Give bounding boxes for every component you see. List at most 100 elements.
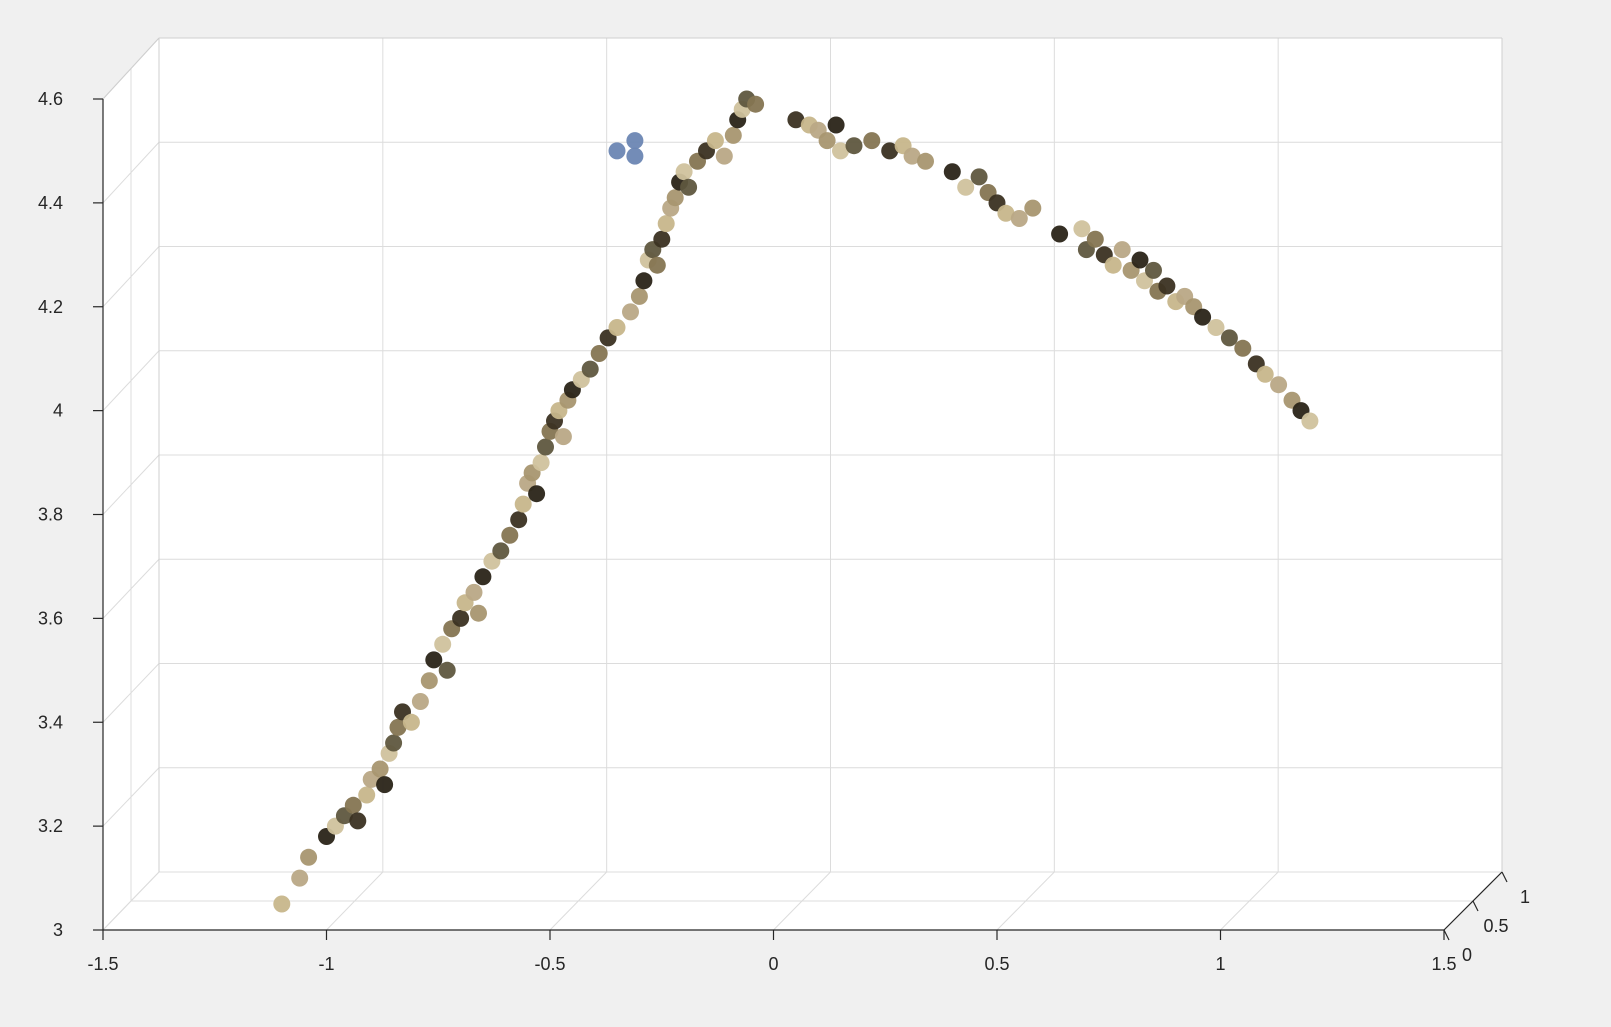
- data-point: [438, 661, 456, 679]
- data-point: [957, 178, 975, 196]
- data-point: [420, 672, 438, 690]
- data-point: [1194, 308, 1212, 326]
- z-tick-label: 3: [53, 920, 63, 940]
- data-point: [470, 604, 487, 622]
- data-point: [1113, 241, 1131, 259]
- axis-lines: [93, 37, 1508, 941]
- data-point: [997, 204, 1015, 222]
- x-tick-label: -0.5: [534, 954, 565, 974]
- data-point: [434, 635, 452, 653]
- data-point: [1234, 339, 1252, 357]
- z-tick-label: 3.2: [38, 816, 63, 836]
- z-tick-label: 4.4: [38, 193, 63, 213]
- data-point: [1158, 277, 1176, 295]
- data-point: [371, 760, 389, 778]
- data-point: [1086, 230, 1104, 248]
- z-tick-label: 4: [53, 401, 63, 421]
- data-point: [1010, 210, 1028, 227]
- y-tick-label: 1: [1520, 887, 1530, 907]
- z-tick-label: 3.6: [38, 608, 63, 628]
- data-points: [273, 90, 1319, 913]
- data-point: [537, 438, 554, 456]
- z-tick-label: 3.4: [38, 712, 63, 732]
- data-point: [1073, 220, 1091, 238]
- data-point: [349, 812, 367, 830]
- data-point: [630, 287, 648, 305]
- data-point: [528, 485, 546, 503]
- data-point: [626, 147, 644, 165]
- data-point: [608, 319, 626, 336]
- data-point: [532, 454, 550, 472]
- data-point: [608, 142, 626, 160]
- x-tick-label: 1: [1215, 954, 1225, 974]
- data-point: [680, 178, 698, 196]
- x-tick-label: 0.5: [984, 954, 1009, 974]
- data-point: [970, 168, 988, 186]
- x-tick-label: 0: [768, 954, 778, 974]
- data-point: [1301, 412, 1319, 430]
- z-tick-label: 3.8: [38, 505, 63, 525]
- y-tick-mark: [1501, 871, 1508, 883]
- data-point: [411, 693, 429, 710]
- data-point: [827, 116, 845, 134]
- data-point: [389, 718, 407, 736]
- data-point: [273, 895, 291, 913]
- data-point: [402, 713, 420, 731]
- data-point: [675, 163, 693, 181]
- y-tick-label: 0.5: [1483, 916, 1508, 936]
- data-point: [1270, 376, 1288, 394]
- z-tick-label: 4.2: [38, 297, 63, 317]
- data-point: [385, 734, 403, 752]
- data-point: [818, 132, 836, 150]
- data-point: [845, 137, 863, 155]
- data-point: [1131, 251, 1149, 269]
- y-tick-mark: [1443, 929, 1450, 941]
- data-point: [622, 303, 639, 321]
- data-point: [881, 142, 899, 160]
- data-point: [590, 345, 608, 362]
- data-point: [492, 542, 510, 560]
- data-point: [344, 796, 362, 814]
- data-point: [653, 230, 671, 248]
- data-point: [1256, 365, 1274, 383]
- data-point: [635, 272, 653, 290]
- data-point: [648, 256, 666, 274]
- data-point: [1051, 225, 1069, 243]
- data-point: [501, 526, 519, 544]
- tick-labels: -1.5 -1 -0.5 0 0.5 1 1.5 3 3.2 3.4 3.6 3.8 4 4.2 4.4 4.…: [38, 89, 1530, 974]
- y-tick-mark: [1472, 900, 1479, 912]
- data-point: [358, 786, 376, 804]
- data-point: [787, 111, 805, 129]
- x-tick-label: -1.5: [87, 954, 118, 974]
- data-point: [747, 95, 765, 113]
- data-point: [514, 495, 532, 513]
- box-edge: [102, 37, 160, 100]
- data-point: [724, 126, 742, 144]
- axes-background: [103, 38, 1502, 930]
- data-point: [1207, 319, 1225, 336]
- data-point: [1104, 256, 1122, 274]
- z-tick-label: 4.6: [38, 89, 63, 109]
- data-point: [1145, 261, 1162, 279]
- data-point: [832, 142, 849, 160]
- data-point: [626, 132, 644, 150]
- data-point: [1220, 329, 1238, 347]
- data-point: [666, 189, 684, 207]
- x-tick-label: -1: [318, 954, 334, 974]
- data-point: [715, 147, 733, 165]
- data-point: [510, 511, 528, 529]
- data-point: [452, 609, 470, 627]
- data-point: [903, 147, 921, 165]
- y-tick-label: 0: [1462, 945, 1472, 965]
- data-point: [581, 360, 599, 378]
- data-point: [465, 583, 483, 601]
- data-point: [863, 132, 881, 150]
- data-point: [291, 869, 309, 887]
- data-point: [943, 163, 961, 181]
- data-point: [706, 132, 724, 150]
- data-point: [376, 776, 394, 794]
- data-point: [425, 651, 443, 669]
- data-point: [554, 428, 572, 446]
- x-tick-label: 1.5: [1431, 954, 1456, 974]
